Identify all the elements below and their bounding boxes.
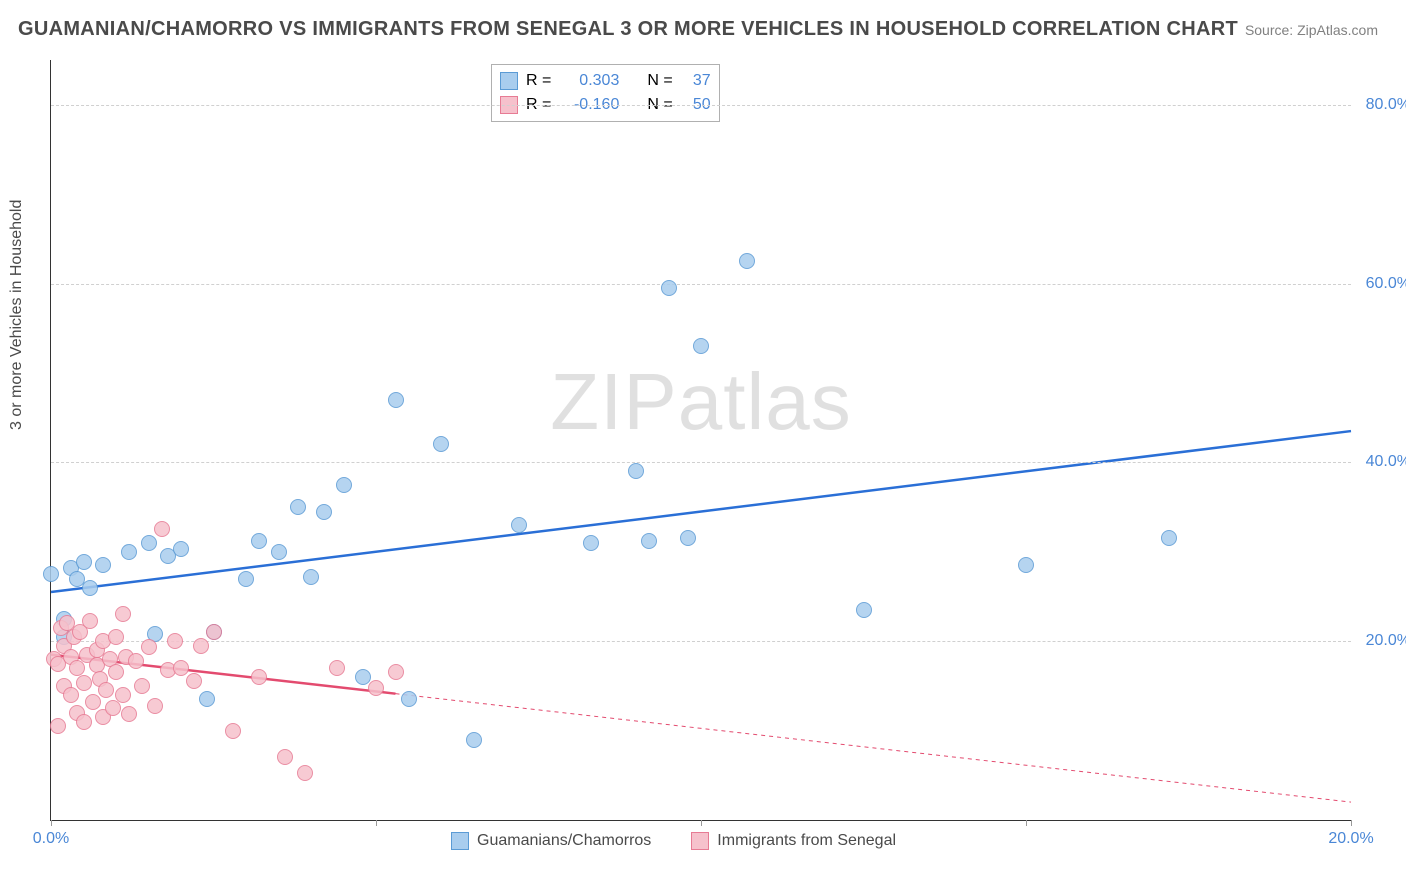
data-point [1018, 557, 1034, 573]
swatch-blue [451, 832, 469, 850]
gridline [51, 284, 1351, 285]
data-point [108, 629, 124, 645]
legend-label-blue: Guamanians/Chamorros [477, 832, 651, 850]
data-point [141, 535, 157, 551]
data-point [303, 569, 319, 585]
data-point [238, 571, 254, 587]
data-point [95, 557, 111, 573]
gridline [51, 105, 1351, 106]
data-point [98, 682, 114, 698]
data-point [583, 535, 599, 551]
data-point [76, 714, 92, 730]
data-point [173, 660, 189, 676]
data-point [105, 700, 121, 716]
data-point [290, 499, 306, 515]
data-point [856, 602, 872, 618]
data-point [50, 718, 66, 734]
data-point [336, 477, 352, 493]
plot-area: ZIPatlas R = 0.303 N = 37 R = -0.160 N =… [50, 60, 1351, 821]
data-point [251, 533, 267, 549]
data-point [82, 580, 98, 596]
data-point [85, 694, 101, 710]
y-tick-label: 40.0% [1356, 453, 1406, 471]
data-point [167, 633, 183, 649]
legend-label-pink: Immigrants from Senegal [717, 832, 896, 850]
y-axis-label: 3 or more Vehicles in Household [8, 200, 26, 430]
data-point [206, 624, 222, 640]
y-tick-label: 20.0% [1356, 632, 1406, 650]
data-point [641, 533, 657, 549]
data-point [511, 517, 527, 533]
x-tick [701, 820, 702, 826]
data-point [108, 664, 124, 680]
data-point [121, 544, 137, 560]
data-point [76, 554, 92, 570]
y-tick-label: 80.0% [1356, 96, 1406, 114]
y-tick-label: 60.0% [1356, 275, 1406, 293]
data-point [316, 504, 332, 520]
data-point [115, 687, 131, 703]
data-point [121, 706, 137, 722]
data-point [173, 541, 189, 557]
x-tick [1026, 820, 1027, 826]
data-point [739, 253, 755, 269]
legend-item-blue: Guamanians/Chamorros [451, 832, 651, 850]
data-point [297, 765, 313, 781]
data-point [388, 664, 404, 680]
data-point [141, 639, 157, 655]
data-point [1161, 530, 1177, 546]
data-point [186, 673, 202, 689]
data-point [329, 660, 345, 676]
data-point [661, 280, 677, 296]
data-point [628, 463, 644, 479]
data-point [401, 691, 417, 707]
x-tick [51, 820, 52, 826]
swatch-pink [691, 832, 709, 850]
data-point [199, 691, 215, 707]
gridline [51, 462, 1351, 463]
data-point [147, 698, 163, 714]
data-point [368, 680, 384, 696]
data-point [251, 669, 267, 685]
legend-item-pink: Immigrants from Senegal [691, 832, 896, 850]
x-tick-label: 20.0% [1328, 830, 1373, 848]
data-point [63, 687, 79, 703]
series-legend: Guamanians/Chamorros Immigrants from Sen… [451, 832, 896, 850]
trend-lines [51, 60, 1351, 820]
x-tick [1351, 820, 1352, 826]
data-point [680, 530, 696, 546]
data-point [115, 606, 131, 622]
data-point [271, 544, 287, 560]
data-point [388, 392, 404, 408]
data-point [466, 732, 482, 748]
data-point [193, 638, 209, 654]
data-point [277, 749, 293, 765]
x-tick [376, 820, 377, 826]
gridline [51, 641, 1351, 642]
x-tick-label: 0.0% [33, 830, 69, 848]
data-point [433, 436, 449, 452]
data-point [128, 653, 144, 669]
chart-container: GUAMANIAN/CHAMORRO VS IMMIGRANTS FROM SE… [0, 0, 1406, 892]
data-point [76, 675, 92, 691]
data-point [225, 723, 241, 739]
source-attribution: Source: ZipAtlas.com [1245, 22, 1378, 38]
data-point [43, 566, 59, 582]
data-point [69, 660, 85, 676]
data-point [82, 613, 98, 629]
data-point [154, 521, 170, 537]
data-point [693, 338, 709, 354]
chart-title: GUAMANIAN/CHAMORRO VS IMMIGRANTS FROM SE… [18, 18, 1238, 41]
data-point [134, 678, 150, 694]
